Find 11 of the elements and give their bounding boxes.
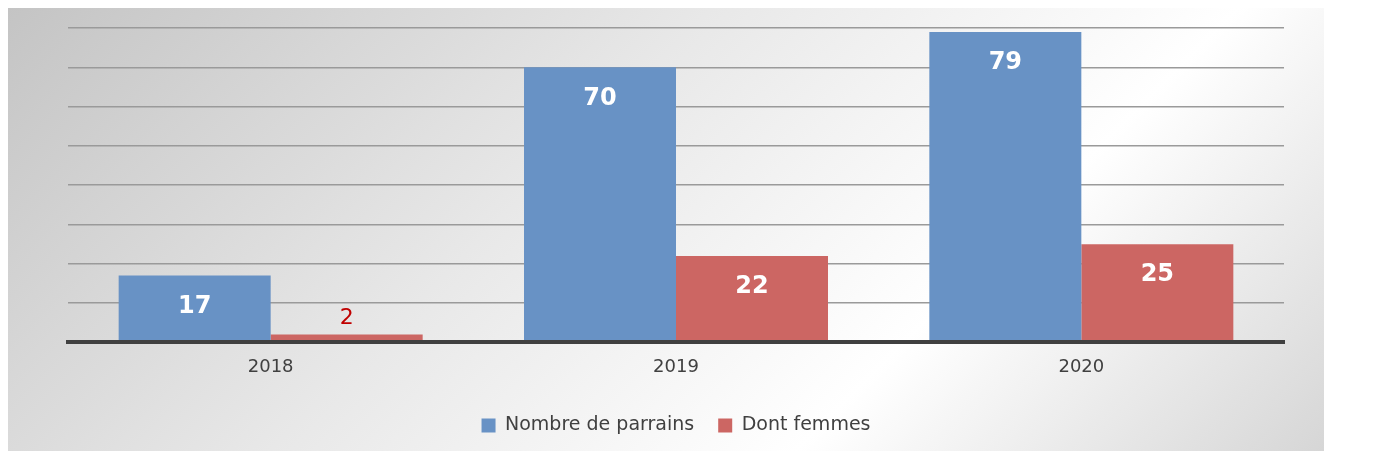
- data-label: 79: [988, 47, 1023, 76]
- data-label: 2: [339, 304, 354, 330]
- data-label: 17: [177, 290, 212, 319]
- x-tick-label: 2020: [1058, 354, 1105, 376]
- data-label: 22: [735, 271, 769, 300]
- x-tick-label: 2019: [653, 354, 699, 376]
- data-label: 70: [583, 82, 617, 111]
- legend-label: Nombre de parrains: [505, 412, 695, 435]
- x-tick-label: 2018: [247, 354, 294, 376]
- data-label: 25: [1140, 259, 1175, 288]
- legend-label: Dont femmes: [741, 412, 871, 435]
